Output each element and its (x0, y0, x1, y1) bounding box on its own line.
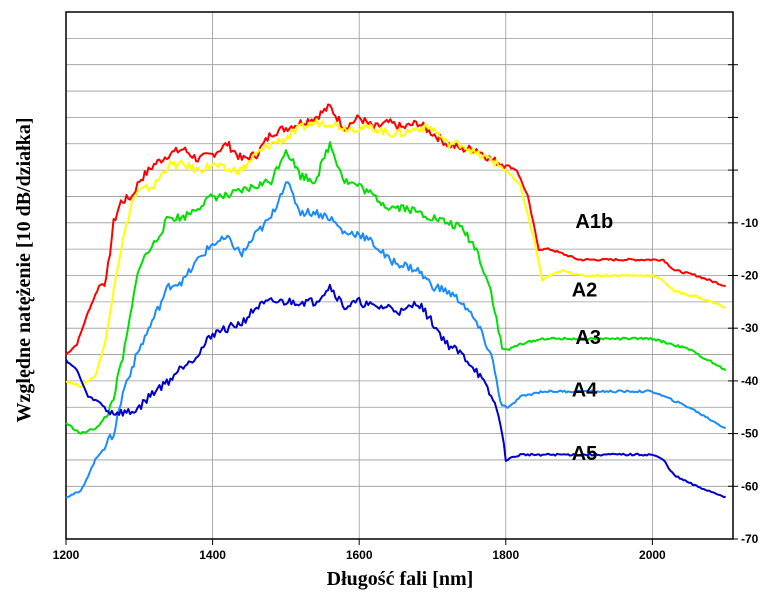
x-tick-label: 2000 (639, 548, 666, 562)
series-label-a2: A2 (572, 280, 598, 302)
series-line-a1b (65, 103, 726, 356)
y-axis-title: Względne natężenie [10 dB/działka] (13, 118, 35, 423)
y-tick-label: -40 (741, 374, 759, 388)
y-tick-label: -70 (741, 532, 759, 546)
series-layer (65, 103, 727, 499)
y-tick-label: -60 (741, 479, 759, 493)
series-line-a4 (65, 181, 727, 499)
x-tick-label: 1800 (492, 548, 519, 562)
x-axis-ticks: 1200 1400 1600 1800 2000 (53, 539, 666, 562)
series-label-a3: A3 (575, 327, 601, 349)
x-tick-label: 1600 (346, 548, 373, 562)
series-label-a1b: A1b (575, 211, 613, 233)
series-line-a5 (65, 283, 726, 499)
series-label-a5: A5 (572, 443, 598, 465)
series-labels: A1b A2 A3 A4 A5 (572, 211, 613, 465)
y-axis-ticks: -10 -20 -30 -40 -50 -60 -70 (728, 64, 759, 546)
series-line-a3 (65, 141, 727, 435)
y-tick-label: -20 (741, 269, 759, 283)
series-label-a4: A4 (572, 380, 598, 402)
x-tick-label: 1200 (53, 548, 80, 562)
x-axis-title: Długość fali [nm] (327, 568, 474, 590)
y-tick-label: -30 (741, 321, 759, 335)
y-tick-label: -50 (741, 427, 759, 441)
y-tick-label: -10 (741, 216, 759, 230)
x-tick-label: 1400 (199, 548, 226, 562)
series-line-a2 (65, 118, 726, 389)
